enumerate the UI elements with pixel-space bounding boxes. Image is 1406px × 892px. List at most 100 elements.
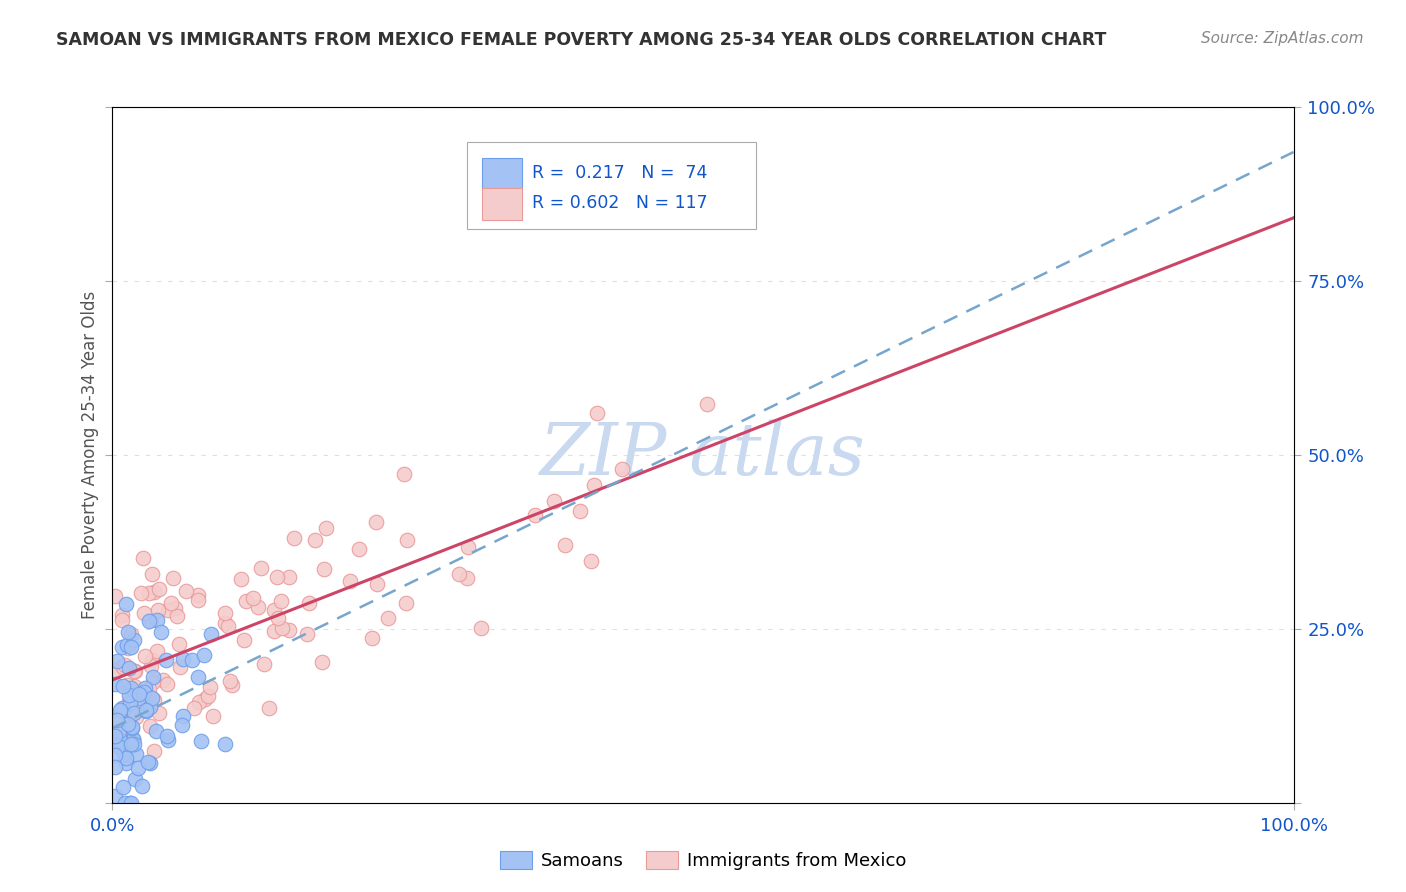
Point	[298, 596, 321, 610]
Point	[122, 679, 145, 693]
Point	[266, 570, 288, 584]
Point	[160, 596, 183, 610]
Point	[523, 508, 546, 523]
Point	[132, 684, 155, 698]
Point	[395, 596, 418, 610]
Point	[148, 582, 170, 597]
Point	[263, 603, 285, 617]
Point	[146, 644, 169, 658]
Point	[121, 721, 143, 735]
Point	[246, 599, 269, 614]
Point	[143, 692, 166, 706]
Point	[250, 561, 273, 575]
Point	[110, 659, 132, 673]
Point	[104, 789, 127, 804]
Point	[112, 740, 135, 755]
Point	[242, 591, 264, 606]
Point	[377, 610, 399, 624]
Point	[127, 761, 149, 775]
Point	[470, 621, 492, 635]
Point	[128, 687, 150, 701]
Point	[112, 679, 135, 693]
Point	[586, 406, 609, 420]
Point	[120, 737, 142, 751]
Point	[114, 720, 136, 734]
Point	[104, 733, 127, 747]
Point	[134, 606, 156, 620]
Point	[138, 682, 160, 697]
Point	[139, 719, 162, 733]
Point	[105, 716, 128, 731]
Point	[111, 701, 134, 715]
Point	[217, 619, 239, 633]
Point	[115, 756, 138, 771]
Point	[111, 613, 134, 627]
Point	[112, 780, 135, 794]
Point	[104, 729, 127, 743]
Point	[165, 601, 187, 615]
Point	[112, 660, 135, 674]
Point	[105, 654, 128, 668]
Point	[104, 731, 127, 745]
Point	[187, 593, 209, 607]
Point	[104, 589, 127, 603]
Point	[108, 733, 131, 747]
Point	[135, 704, 157, 718]
Point	[304, 533, 326, 548]
Point	[125, 709, 148, 723]
Point	[111, 640, 134, 655]
Point	[120, 697, 142, 711]
Point	[554, 538, 576, 552]
Point	[612, 462, 634, 476]
Point	[214, 616, 236, 631]
Point	[295, 626, 318, 640]
Point	[111, 607, 134, 622]
Point	[579, 554, 602, 568]
Point	[111, 703, 134, 717]
Point	[188, 696, 211, 710]
Point	[142, 584, 165, 599]
Point	[270, 593, 292, 607]
Point	[117, 625, 139, 640]
Point	[120, 681, 142, 695]
Point	[117, 717, 139, 731]
Point	[278, 570, 301, 584]
Point	[174, 583, 197, 598]
Legend: Samoans, Immigrants from Mexico: Samoans, Immigrants from Mexico	[492, 844, 914, 877]
Point	[114, 796, 136, 810]
Point	[135, 703, 157, 717]
Point	[118, 739, 141, 753]
Point	[122, 732, 145, 747]
Point	[395, 533, 418, 547]
Point	[235, 594, 257, 608]
Point	[456, 571, 478, 585]
Point	[131, 702, 153, 716]
Point	[543, 493, 565, 508]
Point	[104, 664, 127, 678]
Text: SAMOAN VS IMMIGRANTS FROM MEXICO FEMALE POVERTY AMONG 25-34 YEAR OLDS CORRELATIO: SAMOAN VS IMMIGRANTS FROM MEXICO FEMALE …	[56, 31, 1107, 49]
Point	[193, 648, 215, 662]
Point	[148, 603, 170, 617]
Point	[124, 665, 146, 679]
Point	[149, 625, 172, 640]
Point	[267, 610, 290, 624]
Point	[156, 677, 179, 691]
Point	[124, 772, 146, 787]
Point	[115, 597, 138, 611]
Point	[277, 624, 299, 638]
Point	[105, 713, 128, 727]
Point	[214, 607, 236, 621]
Point	[139, 756, 162, 771]
Point	[112, 747, 135, 761]
Point	[128, 690, 150, 705]
Point	[366, 577, 388, 591]
Point	[105, 709, 128, 723]
Point	[107, 721, 129, 735]
Point	[194, 692, 217, 706]
Point	[139, 659, 162, 673]
Point	[172, 652, 194, 666]
Point	[142, 670, 165, 684]
Point	[202, 708, 225, 723]
Point	[190, 734, 212, 748]
Point	[366, 515, 388, 529]
